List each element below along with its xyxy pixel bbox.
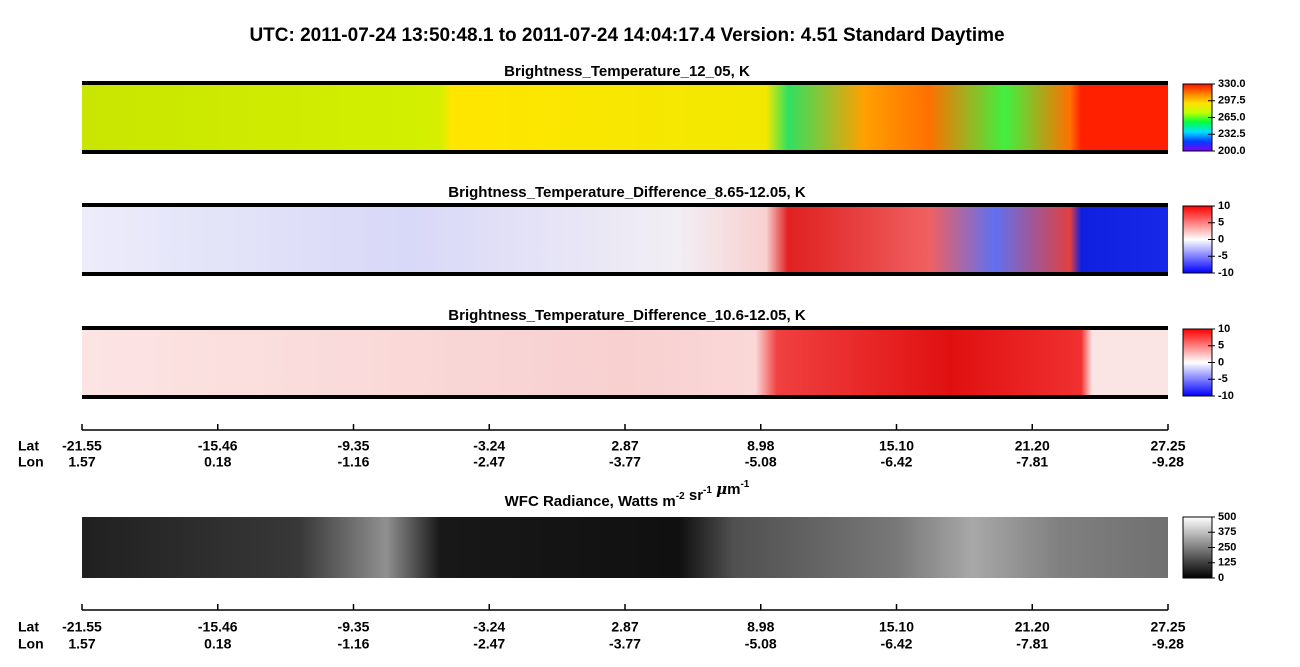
axis-label: Lat: [18, 438, 39, 454]
colorbar-tick-label: 0: [1218, 356, 1224, 368]
panel-title: WFC Radiance, Watts m-2 sr-1 μm-1: [505, 479, 750, 510]
lat-tick-label: 8.98: [747, 619, 774, 635]
title-part: μ: [716, 480, 727, 498]
lon-tick-label: -9.28: [1152, 636, 1184, 652]
lon-tick-label: -3.77: [609, 636, 641, 652]
lon-tick-label: -9.28: [1152, 454, 1184, 470]
title-part: WFC Radiance, Watts m: [505, 493, 676, 510]
lat-tick-label: -15.46: [198, 619, 238, 635]
colorbar-tick-label: 265.0: [1218, 111, 1246, 123]
swath-edge: [82, 203, 1168, 207]
colorbar-tick-label: 250: [1218, 541, 1236, 553]
title-sup: -2: [676, 491, 685, 502]
lat-tick-label: -3.24: [473, 438, 505, 454]
swath-image: [82, 517, 1168, 578]
lat-tick-label: -3.24: [473, 619, 505, 635]
panel-title: Brightness_Temperature_Difference_10.6-1…: [448, 307, 806, 324]
lat-tick-label: 21.20: [1015, 619, 1050, 635]
swath-edge: [82, 150, 1168, 154]
colorbar-tick-label: -10: [1218, 390, 1234, 402]
colorbar-tick-label: 297.5: [1218, 95, 1246, 107]
lon-tick-label: -3.77: [609, 454, 641, 470]
panel-title: Brightness_Temperature_Difference_8.65-1…: [448, 184, 806, 201]
lon-tick-label: 0.18: [204, 636, 231, 652]
lat-tick-label: 27.25: [1150, 619, 1185, 635]
lat-tick-label: -15.46: [198, 438, 238, 454]
lon-tick-label: -2.47: [473, 454, 505, 470]
swath-edge: [82, 272, 1168, 276]
lat-tick-label: 8.98: [747, 438, 774, 454]
lon-tick-label: 1.57: [68, 636, 95, 652]
title-part: sr: [685, 487, 704, 504]
colorbar-tick-label: 200.0: [1218, 145, 1246, 157]
lon-tick-label: -6.42: [881, 636, 913, 652]
colorbar-tick-label: 125: [1218, 557, 1236, 569]
swath-edge: [82, 395, 1168, 399]
swath-edge: [82, 326, 1168, 330]
lat-tick-label: 2.87: [611, 438, 638, 454]
lat-tick-label: -21.55: [62, 619, 102, 635]
axis-label: Lon: [18, 454, 44, 470]
colorbar-tick-label: 10: [1218, 200, 1230, 212]
colorbar: [1182, 516, 1213, 579]
lat-tick-label: -9.35: [338, 438, 370, 454]
lon-tick-label: -2.47: [473, 636, 505, 652]
lon-tick-label: -1.16: [338, 454, 370, 470]
lon-tick-label: -5.08: [745, 454, 777, 470]
axis-label: Lon: [18, 636, 44, 652]
lat-tick-label: 15.10: [879, 619, 914, 635]
lat-tick-label: -21.55: [62, 438, 102, 454]
lat-tick-label: 21.20: [1015, 438, 1050, 454]
colorbar: [1182, 83, 1213, 152]
lon-tick-label: -1.16: [338, 636, 370, 652]
colorbar-tick-label: -5: [1218, 373, 1228, 385]
lon-tick-label: 0.18: [204, 454, 231, 470]
colorbar: [1182, 205, 1213, 274]
swath-image: [82, 84, 1168, 151]
colorbar-tick-label: 500: [1218, 511, 1236, 523]
swath-image: [82, 206, 1168, 273]
title-part: Brightness_Temperature_12_05, K: [504, 63, 750, 80]
colorbar-tick-label: 5: [1218, 217, 1224, 229]
title-sup: -1: [703, 485, 712, 496]
swath-edge: [82, 81, 1168, 85]
panel-title: Brightness_Temperature_12_05, K: [504, 63, 750, 80]
colorbar-tick-label: 0: [1218, 572, 1224, 584]
lon-tick-label: -7.81: [1016, 454, 1048, 470]
colorbar-tick-label: 10: [1218, 323, 1230, 335]
lat-tick-label: 2.87: [611, 619, 638, 635]
title-part: m: [727, 481, 740, 498]
lat-tick-label: 15.10: [879, 438, 914, 454]
colorbar-tick-label: -5: [1218, 250, 1228, 262]
colorbar-tick-label: 5: [1218, 340, 1224, 352]
title-sup: -1: [740, 479, 749, 490]
title-part: Brightness_Temperature_Difference_8.65-1…: [448, 184, 806, 201]
lon-tick-label: -6.42: [881, 454, 913, 470]
lon-tick-label: -5.08: [745, 636, 777, 652]
lon-tick-label: 1.57: [68, 454, 95, 470]
colorbar: [1182, 328, 1213, 397]
colorbar-tick-label: -10: [1218, 267, 1234, 279]
colorbar-tick-label: 232.5: [1218, 128, 1246, 140]
swath-image: [82, 329, 1168, 396]
colorbar-tick-label: 0: [1218, 233, 1224, 245]
axis-label: Lat: [18, 619, 39, 635]
title-part: Brightness_Temperature_Difference_10.6-1…: [448, 307, 806, 324]
lon-tick-label: -7.81: [1016, 636, 1048, 652]
colorbar-tick-label: 375: [1218, 526, 1236, 538]
colorbar-tick-label: 330.0: [1218, 78, 1246, 90]
chart-title: UTC: 2011-07-24 13:50:48.1 to 2011-07-24…: [249, 25, 1004, 46]
lat-tick-label: 27.25: [1150, 438, 1185, 454]
lat-tick-label: -9.35: [338, 619, 370, 635]
